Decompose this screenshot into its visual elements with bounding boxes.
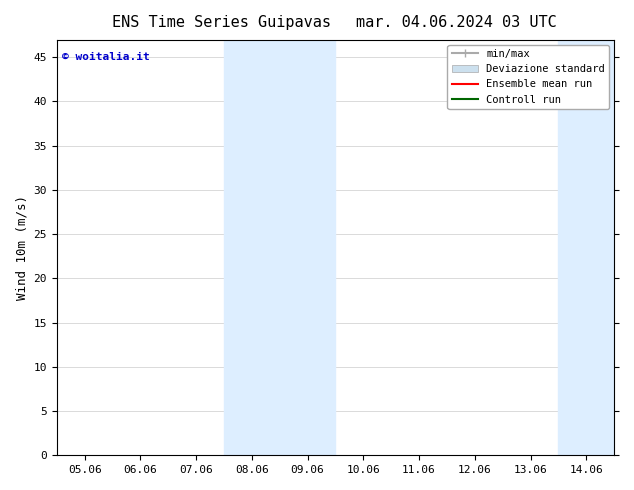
- Y-axis label: Wind 10m (m/s): Wind 10m (m/s): [15, 195, 28, 300]
- Legend: min/max, Deviazione standard, Ensemble mean run, Controll run: min/max, Deviazione standard, Ensemble m…: [448, 45, 609, 109]
- Text: © woitalia.it: © woitalia.it: [62, 52, 150, 62]
- Bar: [224, 40, 335, 455]
- Text: ENS Time Series Guipavas: ENS Time Series Guipavas: [112, 15, 332, 30]
- Bar: [559, 40, 634, 455]
- Text: mar. 04.06.2024 03 UTC: mar. 04.06.2024 03 UTC: [356, 15, 557, 30]
